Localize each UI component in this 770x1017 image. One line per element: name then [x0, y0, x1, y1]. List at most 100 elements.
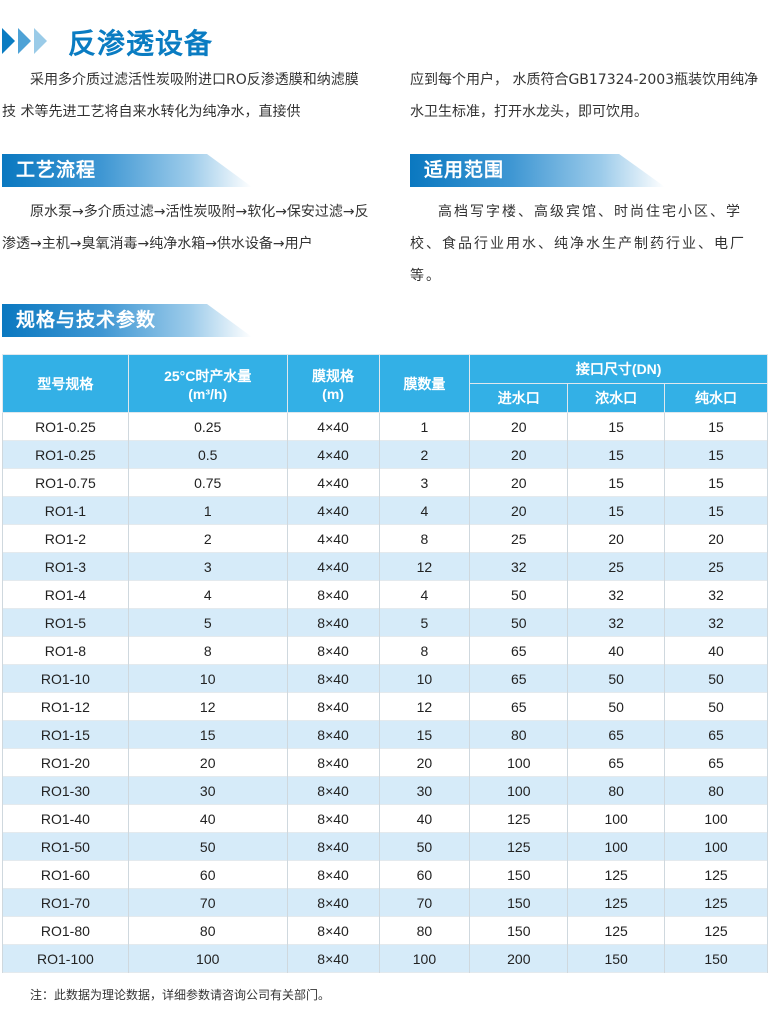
table-cell: 8×40 [286, 748, 380, 777]
table-cell: 100 [567, 832, 666, 861]
table-cell: 65 [469, 636, 569, 665]
table-cell: 32 [469, 552, 569, 581]
table-cell: 8×40 [286, 580, 380, 609]
table-cell: 65 [664, 748, 768, 777]
table-cell: 65 [664, 720, 768, 749]
table-row: RO1-60 60 8×40 60 150 125 125 [2, 860, 768, 889]
table-cell: RO1-15 [2, 720, 129, 749]
table-cell: 0.75 [127, 468, 288, 497]
table-row: RO1-30 30 8×40 30 100 80 80 [2, 776, 768, 805]
table-cell: 50 [664, 692, 768, 721]
table-row: RO1-40 40 8×40 40 125 100 100 [2, 804, 768, 833]
table-cell: 15 [567, 496, 666, 525]
table-cell: 20 [664, 524, 768, 553]
table-cell: 125 [469, 804, 569, 833]
table-cell: RO1-70 [2, 888, 129, 917]
table-cell: 15 [664, 412, 768, 441]
table-cell: 32 [664, 580, 768, 609]
header-count: 膜数量 [378, 354, 471, 413]
table-cell: 20 [127, 748, 288, 777]
table-cell: 50 [664, 664, 768, 693]
specs-table: 型号规格 25°C时产水量 (m³/h) 膜规格 (m) 膜数量 接口尺寸(DN) … [2, 354, 768, 973]
table-cell: 100 [127, 944, 288, 973]
table-row: RO1-80 80 8×40 80 150 125 125 [2, 916, 768, 945]
table-cell: 15 [664, 468, 768, 497]
table-cell: 25 [664, 552, 768, 581]
table-cell: 80 [378, 916, 471, 945]
table-cell: 4×40 [286, 524, 380, 553]
table-cell: 12 [378, 552, 471, 581]
table-cell: RO1-0.25 [2, 412, 129, 441]
table-cell: 10 [127, 664, 288, 693]
header-output: 25°C时产水量 (m³/h) [127, 354, 288, 413]
table-cell: 30 [378, 776, 471, 805]
table-cell: 4×40 [286, 412, 380, 441]
table-row: RO1-0.25 0.25 4×40 1 20 15 15 [2, 412, 768, 441]
specs-heading: 规格与技术参数 [2, 304, 252, 337]
table-cell: 12 [127, 692, 288, 721]
table-cell: 0.25 [127, 412, 288, 441]
table-cell: 40 [664, 636, 768, 665]
table-cell: RO1-50 [2, 832, 129, 861]
table-cell: 8×40 [286, 664, 380, 693]
table-cell: 100 [664, 804, 768, 833]
table-cell: 150 [469, 888, 569, 917]
table-cell: 50 [469, 580, 569, 609]
header-port: 接口尺寸(DN) [469, 354, 768, 384]
table-cell: 8 [127, 636, 288, 665]
table-cell: 150 [567, 944, 666, 973]
table-cell: 65 [567, 720, 666, 749]
table-cell: 125 [567, 916, 666, 945]
table-row: RO1-100 100 8×40 100 200 150 150 [2, 944, 768, 973]
table-cell: 25 [567, 552, 666, 581]
footnote: 注：此数据为理论数据，详细参数请咨询公司有关部门。 [30, 988, 331, 1002]
table-cell: 15 [664, 496, 768, 525]
table-cell: 8×40 [286, 636, 380, 665]
table-cell: 20 [469, 496, 569, 525]
table-cell: 20 [378, 748, 471, 777]
header-concentrate: 浓水口 [567, 383, 666, 413]
header-model: 型号规格 [2, 354, 129, 413]
table-cell: 32 [664, 608, 768, 637]
table-cell: 20 [469, 440, 569, 469]
table-cell: 1 [127, 496, 288, 525]
table-cell: 25 [469, 524, 569, 553]
table-row: RO1-10 10 8×40 10 65 50 50 [2, 664, 768, 693]
table-cell: 32 [567, 608, 666, 637]
scope-heading: 适用范围 [410, 154, 665, 187]
table-cell: 15 [664, 440, 768, 469]
table-row: RO1-15 15 8×40 15 80 65 65 [2, 720, 768, 749]
table-cell: 4×40 [286, 440, 380, 469]
table-cell: 4×40 [286, 552, 380, 581]
process-text: 原水泵→多介质过滤→活性炭吸附→软化→保安过滤→反渗透→主机→臭氧消毒→纯净水箱… [2, 204, 369, 252]
table-cell: RO1-40 [2, 804, 129, 833]
table-cell: RO1-10 [2, 664, 129, 693]
table-cell: 8×40 [286, 860, 380, 889]
table-cell: RO1-80 [2, 916, 129, 945]
table-row: RO1-8 8 8×40 8 65 40 40 [2, 636, 768, 665]
table-cell: 70 [127, 888, 288, 917]
table-row: RO1-20 20 8×40 20 100 65 65 [2, 748, 768, 777]
table-row: RO1-2 2 4×40 8 25 20 20 [2, 524, 768, 553]
table-cell: 125 [567, 860, 666, 889]
table-row: RO1-1 1 4×40 4 20 15 15 [2, 496, 768, 525]
page-title: 反渗透设备 [68, 27, 214, 60]
table-cell: 5 [127, 608, 288, 637]
table-cell: 125 [664, 860, 768, 889]
table-cell: 50 [127, 832, 288, 861]
table-cell: RO1-100 [2, 944, 129, 973]
table-cell: 65 [469, 692, 569, 721]
table-cell: 8×40 [286, 832, 380, 861]
scope-text: 高档写字楼、高级宾馆、时尚住宅小区、学校、食品行业用水、纯净水生产制药行业、电厂… [410, 204, 746, 284]
table-cell: 80 [127, 916, 288, 945]
table-cell: 40 [378, 804, 471, 833]
table-cell: 125 [469, 832, 569, 861]
table-cell: 125 [567, 888, 666, 917]
table-row: RO1-4 4 8×40 4 50 32 32 [2, 580, 768, 609]
table-row: RO1-70 70 8×40 70 150 125 125 [2, 888, 768, 917]
table-row: RO1-0.25 0.5 4×40 2 20 15 15 [2, 440, 768, 469]
table-cell: 100 [469, 776, 569, 805]
table-cell: 15 [378, 720, 471, 749]
table-cell: 40 [567, 636, 666, 665]
table-cell: 8×40 [286, 720, 380, 749]
